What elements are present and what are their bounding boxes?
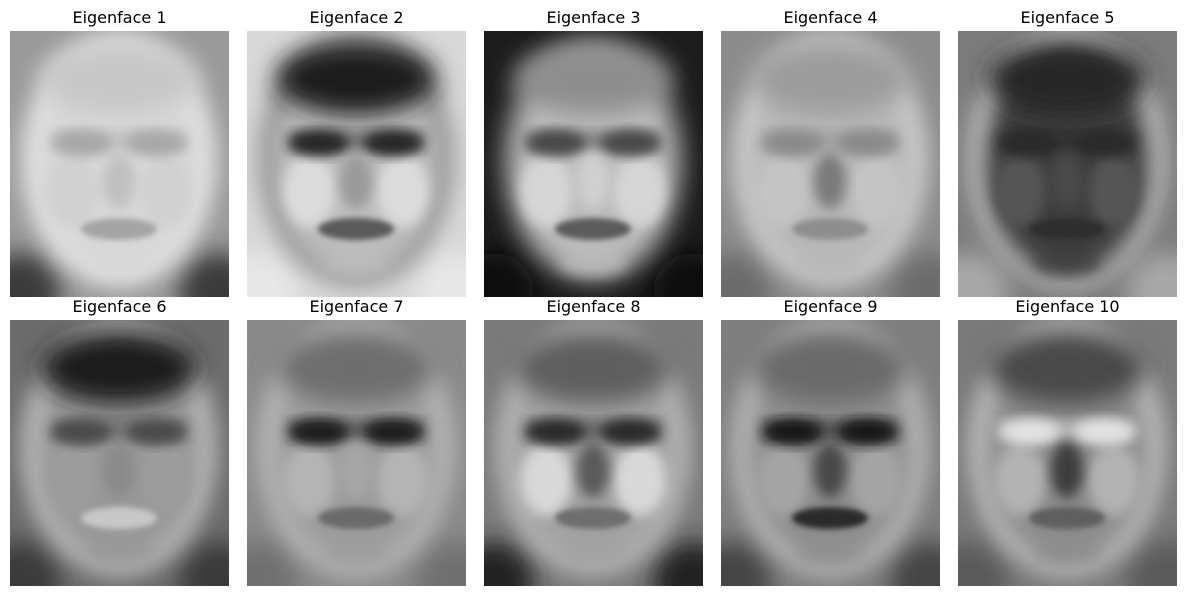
eigenface-image-1: [10, 31, 229, 297]
eigenface-title-1: Eigenface 1: [72, 8, 167, 27]
eigenface-title-9: Eigenface 9: [783, 297, 878, 316]
eigenface-title-5: Eigenface 5: [1020, 8, 1115, 27]
eigenface-image-4: [721, 31, 940, 297]
eigenface-title-6: Eigenface 6: [72, 297, 167, 316]
eigenface-title-8: Eigenface 8: [546, 297, 641, 316]
eigenface-image-10: [958, 320, 1177, 586]
eigenface-title-2: Eigenface 2: [309, 8, 404, 27]
eigenface-image-9: [721, 320, 940, 586]
eigenface-title-4: Eigenface 4: [783, 8, 878, 27]
eigenface-image-8: [484, 320, 703, 586]
eigenface-title-3: Eigenface 3: [546, 8, 641, 27]
eigenface-image-3: [484, 31, 703, 297]
eigenface-image-5: [958, 31, 1177, 297]
eigenface-image-6: [10, 320, 229, 586]
eigenface-title-10: Eigenface 10: [1015, 297, 1120, 316]
eigenface-title-7: Eigenface 7: [309, 297, 404, 316]
eigenface-image-7: [247, 320, 466, 586]
eigenface-image-2: [247, 31, 466, 297]
